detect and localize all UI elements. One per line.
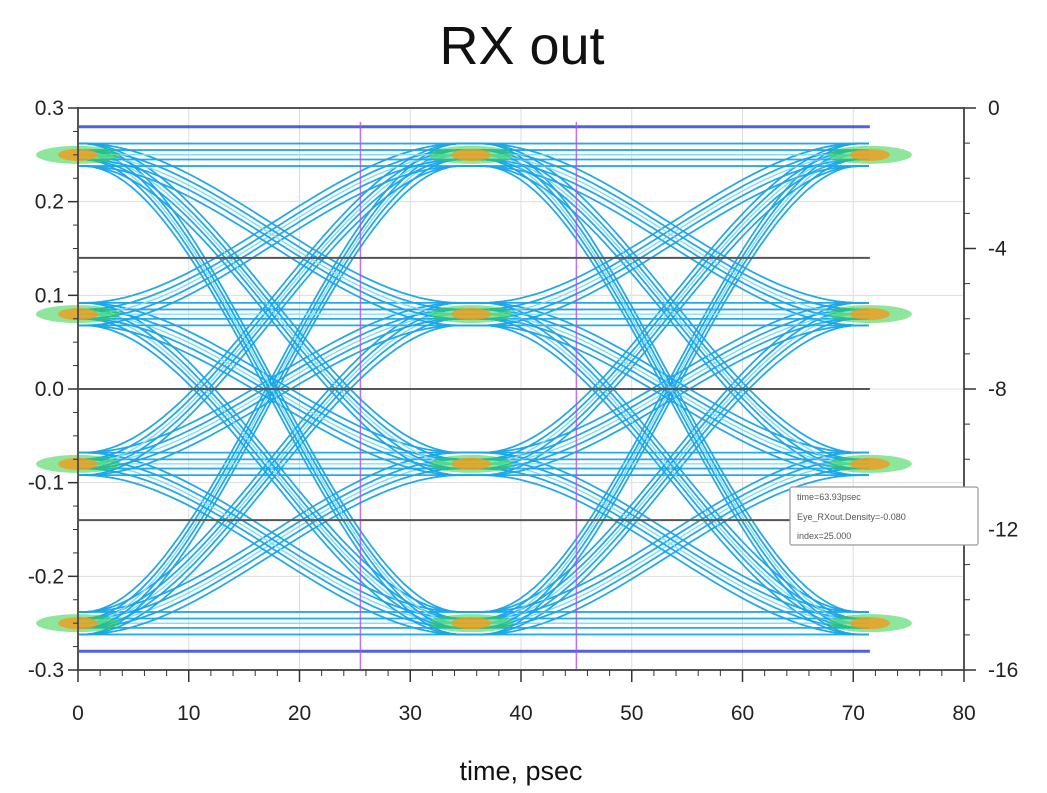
eye-trace-275	[78, 165, 869, 476]
threshold-lines	[78, 256, 870, 522]
density-hotspot-orange-2-1	[849, 457, 890, 470]
y-tick-label-2: 0.1	[35, 284, 64, 307]
tooltip-line-density: Eye_RXout.Density=-0.080	[797, 512, 906, 522]
x-tick-label-0: 0	[72, 702, 84, 725]
y-tick-label-4: -0.1	[28, 472, 64, 495]
data-tooltip: time=63.93psec Eye_RXout.Density=-0.080 …	[789, 486, 979, 546]
y-tick-label-0: 0.3	[35, 97, 64, 120]
y-tick-label-1: 0.2	[35, 191, 64, 214]
y-tick-label-5: -0.2	[28, 565, 64, 588]
y2-tick-label-2: -8	[988, 378, 1007, 401]
x-tick-label-3: 30	[399, 702, 422, 725]
plot-area	[36, 107, 965, 671]
tooltip-box	[789, 486, 979, 546]
x-tick-label-6: 60	[731, 702, 754, 725]
density-hotspot-orange-1-0	[451, 617, 492, 630]
y2-tick-label-4: -16	[988, 659, 1018, 682]
eye-trace-255	[78, 165, 869, 636]
density-hotspot-orange-1-3	[451, 148, 492, 161]
y-tick-label-6: -0.3	[28, 659, 64, 682]
x-tick-label-4: 40	[509, 702, 532, 725]
x-tick-label-5: 50	[620, 702, 643, 725]
density-hotspot-orange-2-2	[849, 308, 890, 321]
density-hotspot-orange-2-0	[849, 617, 890, 630]
y2-tick-label-1: -4	[988, 238, 1007, 261]
x-axis-label: time, psec	[459, 756, 582, 786]
y2-tick-label-0: 0	[988, 97, 1000, 120]
axes: 0 10 20 30 40 50 60 70 80 0.3 0.2 0.1 0.0 -0.1 -0.2 -0.…	[28, 97, 1019, 725]
eye-trace-295	[78, 165, 869, 327]
y2-tick-label-3: -12	[988, 519, 1018, 542]
x-tick-label-1: 10	[177, 702, 200, 725]
y-tick-label-3: 0.0	[35, 378, 64, 401]
x-tick-label-7: 70	[842, 702, 865, 725]
tooltip-line-time: time=63.93psec	[797, 492, 861, 502]
x-tick-label-8: 80	[952, 702, 975, 725]
tooltip-line-index: index=25.000	[797, 531, 851, 541]
x-tick-label-2: 20	[288, 702, 311, 725]
eye-traces	[36, 125, 912, 653]
marker-lines	[359, 122, 578, 670]
eye-trace-259	[78, 142, 869, 613]
chart-title: RX out	[439, 16, 604, 76]
density-hotspot-orange-1-1	[451, 457, 492, 470]
density-hotspot-orange-1-2	[451, 308, 492, 321]
eye-trace-279	[78, 142, 869, 454]
density-hotspot-orange-2-3	[849, 148, 890, 161]
eye-trace-299	[78, 142, 869, 304]
